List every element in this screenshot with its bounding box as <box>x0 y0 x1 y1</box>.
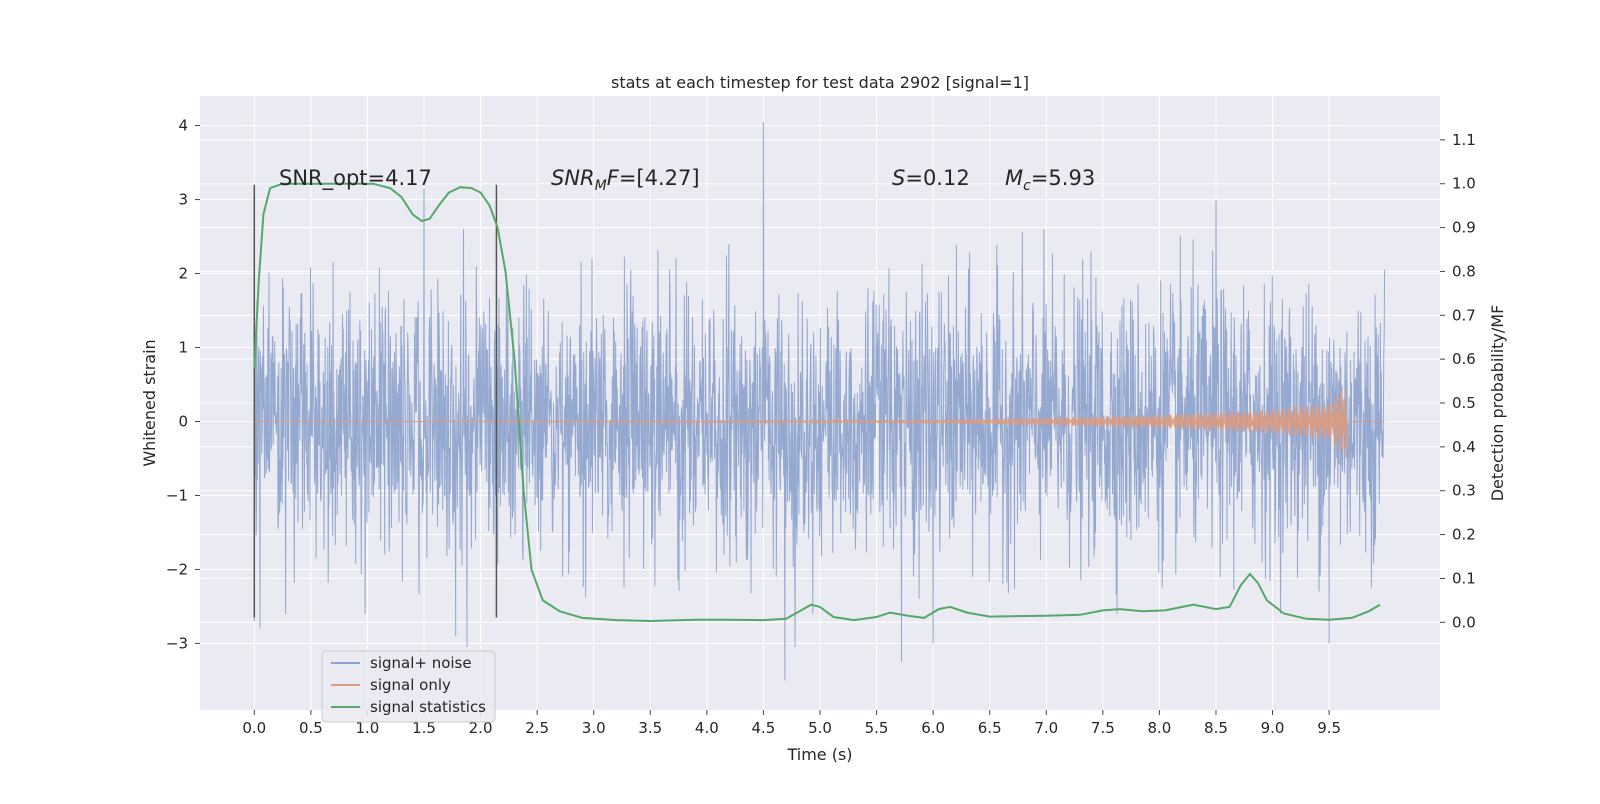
annotation-snr-opt: SNR_opt=4.17 <box>279 166 432 191</box>
data-layer <box>253 121 1386 681</box>
y-tick-label: −3 <box>166 634 188 652</box>
y-right-tick-label: 0.7 <box>1452 306 1476 324</box>
x-axis-label: Time (s) <box>786 745 852 764</box>
chart-title: stats at each timestep for test data 290… <box>611 73 1029 92</box>
series-signal-only <box>254 389 1385 458</box>
vertical-lines <box>253 184 498 618</box>
annotation-snr-mf: SNRMF=[4.27] <box>551 166 700 194</box>
legend-label-signal-noise: signal+ noise <box>370 654 472 672</box>
legend-box <box>321 650 496 723</box>
y-axis-label: Whitened strain <box>140 339 159 466</box>
x-tick-label: 7.5 <box>1091 719 1115 737</box>
y-right-tick-label: 0.1 <box>1452 569 1476 587</box>
x-tick-label: 8.0 <box>1147 719 1171 737</box>
y-right-tick-label: 0.4 <box>1452 438 1476 456</box>
axes: 0.0 0.5 1.0 1.5 2.0 2.5 3.0 3.5 4.0 4.5 5.0 5.5 6.0 6… <box>166 117 1476 737</box>
x-tick-label: 0.5 <box>299 719 323 737</box>
x-tick-label: 2.5 <box>525 719 549 737</box>
x-tick-label: 5.5 <box>865 719 889 737</box>
x-tick-label: 2.0 <box>469 719 493 737</box>
y-right-tick-label: 0.0 <box>1452 613 1476 631</box>
y-right-tick-label: 0.3 <box>1452 482 1476 500</box>
y-right-tick-label: 1.1 <box>1452 131 1476 149</box>
x-tick-label: 7.0 <box>1034 719 1058 737</box>
annotation-s: S=0.12 <box>892 166 970 190</box>
x-tick-label: 8.5 <box>1204 719 1228 737</box>
x-tick-label: 6.0 <box>921 719 945 737</box>
y-tick-label: −2 <box>166 560 188 578</box>
y-tick-label: 1 <box>178 339 188 357</box>
x-tick-label: 4.5 <box>752 719 776 737</box>
annotation-mc: Mc=5.93 <box>1005 166 1095 194</box>
x-tick-label: 0.0 <box>242 719 266 737</box>
series-signal-statistics <box>253 182 1381 623</box>
y-tick-label: 2 <box>178 265 188 283</box>
y-right-tick-label: 0.8 <box>1452 262 1476 280</box>
x-tick-label: 1.0 <box>356 719 380 737</box>
y-right-tick-label: 0.5 <box>1452 394 1476 412</box>
y-right-tick-label: 1.0 <box>1452 175 1476 193</box>
y-tick-label: 4 <box>178 117 188 135</box>
x-tick-label: 3.5 <box>638 719 662 737</box>
y-right-tick-label: 0.9 <box>1452 219 1476 237</box>
y-tick-label: −1 <box>166 486 188 504</box>
legend: signal+ noise signal only signal statist… <box>321 650 496 723</box>
y-tick-label: 3 <box>178 191 188 209</box>
y-right-axis-label: Detection probability/MF <box>1488 305 1507 502</box>
legend-label-signal-statistics: signal statistics <box>370 698 486 716</box>
x-tick-label: 1.5 <box>412 719 436 737</box>
x-tick-label: 4.0 <box>695 719 719 737</box>
x-tick-label: 6.5 <box>978 719 1002 737</box>
x-tick-label: 9.5 <box>1317 719 1341 737</box>
x-tick-label: 9.0 <box>1261 719 1285 737</box>
x-tick-label: 5.0 <box>808 719 832 737</box>
legend-label-signal-only: signal only <box>370 676 451 694</box>
y-tick-label: 0 <box>178 412 188 430</box>
y-right-tick-label: 0.6 <box>1452 350 1476 368</box>
x-tick-label: 3.0 <box>582 719 606 737</box>
series-signal-noise <box>253 121 1386 681</box>
y-right-tick-label: 0.2 <box>1452 526 1476 544</box>
